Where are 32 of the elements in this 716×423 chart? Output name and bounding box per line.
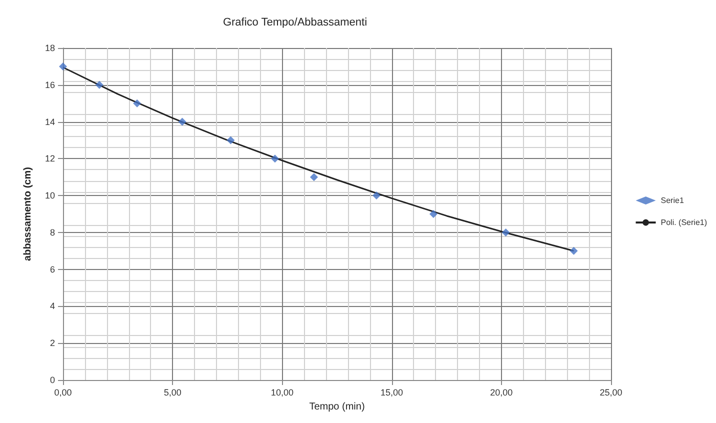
point: [372, 192, 380, 200]
x-tick-label: 10,00: [270, 388, 294, 398]
y-tick-label: 18: [44, 43, 55, 53]
x-tick-label: 5,00: [164, 388, 182, 398]
y-axis-title: abbassamento (cm): [22, 167, 34, 261]
y-tick-label: 8: [50, 227, 55, 238]
point: [570, 246, 578, 255]
y-tick-label: 2: [50, 338, 55, 348]
x-tick-label: 15,00: [380, 388, 404, 398]
x-tick-label: 25,00: [600, 388, 622, 398]
y-tick-label: 16: [44, 80, 55, 90]
point: [226, 136, 235, 144]
y-tick-label: 6: [50, 264, 55, 274]
x-tick-label: 20,00: [490, 388, 513, 398]
y-tick-label: 0: [50, 375, 55, 385]
point: [270, 154, 279, 163]
point: [95, 80, 104, 89]
point: [429, 210, 438, 218]
x-axis-title: Tempo (min): [309, 402, 365, 412]
legend-label: Poli. (Serie1): [660, 218, 708, 227]
y-tick-label: 4: [50, 301, 55, 312]
x-tick-label: 0,00: [54, 388, 72, 398]
y-tick-label: 12: [44, 154, 55, 164]
y-tick-label: 14: [44, 116, 55, 127]
legend-label: Serie1: [660, 196, 684, 205]
point: [178, 118, 186, 126]
point: [310, 173, 318, 182]
point: [502, 228, 510, 236]
point: [59, 62, 67, 70]
chart-title: Grafico Tempo/Abbassamenti: [222, 16, 368, 28]
y-tick-label: 10: [44, 190, 55, 201]
point: [133, 99, 142, 108]
